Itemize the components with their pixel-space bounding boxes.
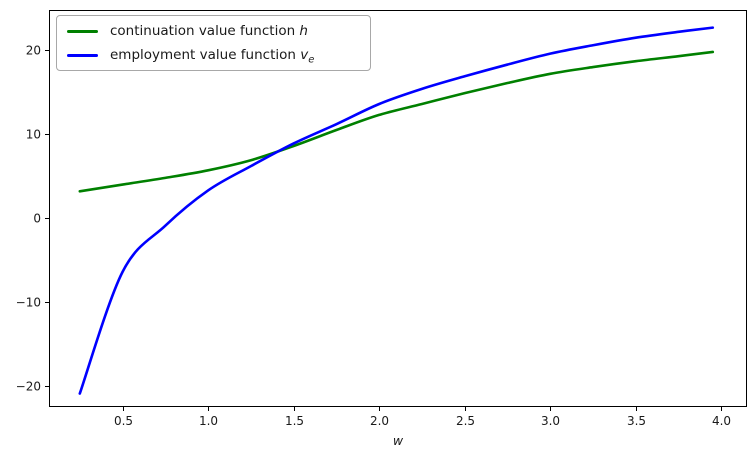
axes-frame [49,10,747,407]
legend-line-swatch-blue [67,53,98,57]
x-tick-label: 1.5 [285,414,304,428]
y-tick-label: 0 [33,212,41,226]
legend-item-continuation-value: continuation value function h [67,21,360,42]
legend-label: employment value function ve [110,47,315,66]
legend-label-math: v [300,47,309,63]
legend-label-math: h [299,23,308,39]
y-tick-label: 10 [26,128,41,142]
x-tick-label: 3.5 [627,414,646,428]
legend-line-swatch-green [67,29,98,33]
y-tick-label: −20 [16,380,41,394]
legend-label-text: continuation value function [110,23,300,39]
x-tick-label: 4.0 [712,414,731,428]
legend: continuation value function h employment… [56,15,371,71]
x-axis-label: w [393,433,404,448]
y-tick-label: −10 [16,296,41,310]
x-tick-label: 0.5 [114,414,133,428]
y-tick-label: 20 [26,44,41,58]
legend-item-employment-value: employment value function ve [67,45,360,66]
series-line-0 [78,50,715,193]
legend-label-sub: e [308,54,315,66]
x-tick-label: 1.0 [199,414,218,428]
series-line-1 [78,26,715,395]
legend-label: continuation value function h [110,23,308,39]
x-tick-label: 3.0 [541,414,560,428]
x-tick-label: 2.5 [456,414,475,428]
legend-label-text: employment value function [110,47,301,63]
x-tick-label: 2.0 [370,414,389,428]
